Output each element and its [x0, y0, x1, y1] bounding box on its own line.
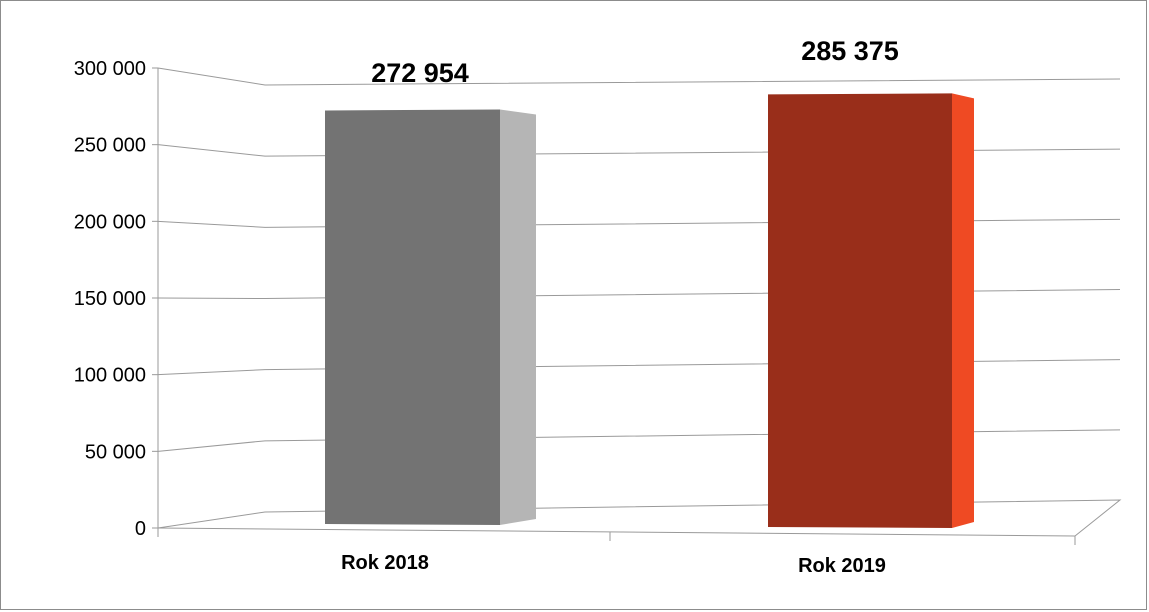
bars [325, 93, 974, 529]
data-labels: 272 954 285 375 [371, 36, 899, 88]
bar [325, 109, 500, 526]
y-tick-label: 150 000 [74, 288, 146, 310]
gridline [157, 289, 1121, 300]
gridline [157, 429, 1121, 452]
x-tick-label: Rok 2018 [341, 552, 429, 574]
bar-side [500, 109, 536, 526]
y-tick-label: 300 000 [74, 58, 146, 80]
x-tick-label: Rok 2019 [798, 555, 886, 577]
data-label: 285 375 [801, 36, 899, 66]
bar [768, 93, 952, 529]
chart-floor [157, 499, 1122, 537]
gridline [157, 144, 1121, 157]
y-tick-label: 200 000 [74, 211, 146, 233]
y-tick-label: 0 [135, 518, 146, 540]
x-axis-ticks: Rok 2018 Rok 2019 [341, 552, 886, 577]
y-axis-ticks: 0 50 000 100 000 150 000 200 000 250 000 300 0… [74, 58, 146, 540]
axes [152, 67, 1122, 545]
gridline [157, 67, 1121, 86]
gridline [157, 218, 1121, 228]
bar-side [952, 93, 974, 529]
data-label: 272 954 [371, 58, 469, 88]
y-tick-label: 250 000 [74, 135, 146, 157]
gridline [157, 359, 1121, 376]
y-tick-label: 100 000 [74, 365, 146, 387]
gridlines [157, 67, 1121, 452]
y-tick-label: 50 000 [85, 441, 146, 463]
